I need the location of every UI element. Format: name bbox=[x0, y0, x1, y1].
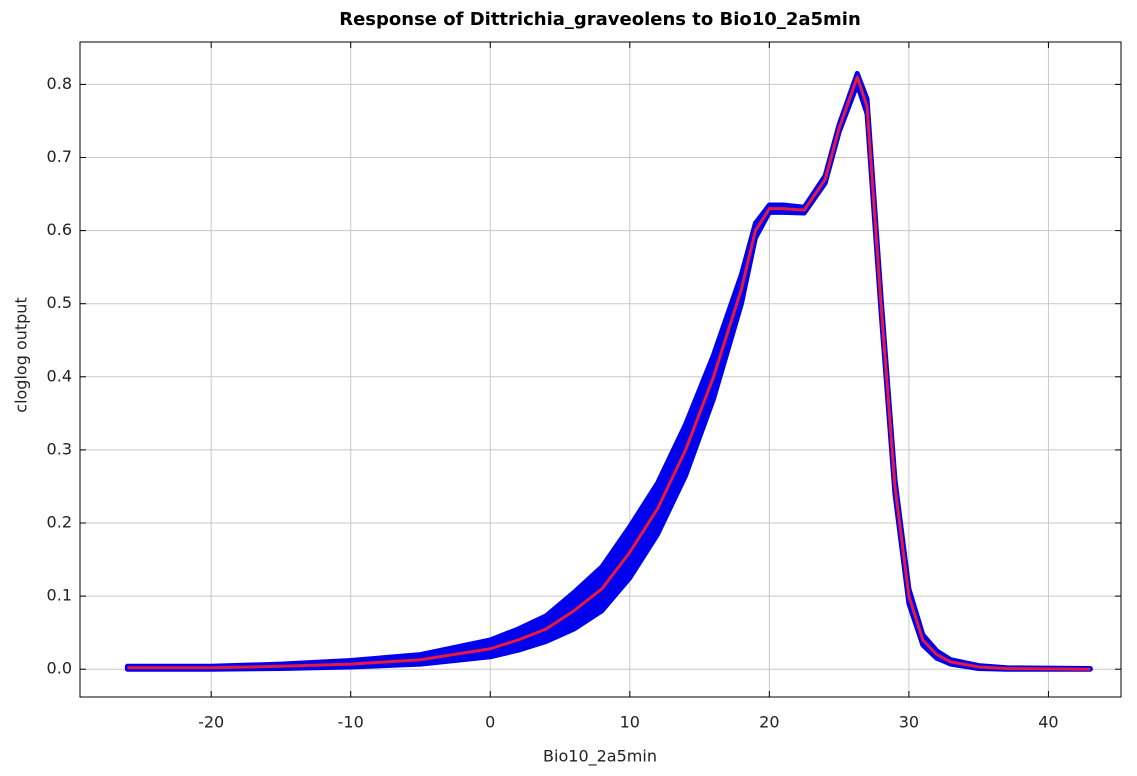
y-tick-label: 0.5 bbox=[47, 293, 72, 312]
y-tick-label: 0.6 bbox=[47, 220, 72, 239]
y-tick-label: 0.7 bbox=[47, 147, 72, 166]
x-tick-label: -20 bbox=[198, 713, 224, 732]
plot-frame bbox=[79, 41, 1122, 698]
y-tick-label: 0.1 bbox=[47, 586, 72, 605]
y-tick-label: 0.4 bbox=[47, 366, 72, 385]
y-tick-label: 0.3 bbox=[47, 439, 72, 458]
x-tick-label: 40 bbox=[1038, 713, 1058, 732]
x-tick-label: 20 bbox=[759, 713, 779, 732]
y-axis-label: cloglog output bbox=[12, 297, 31, 412]
y-tick-label: 0.8 bbox=[47, 74, 72, 93]
x-tick-label: 30 bbox=[899, 713, 919, 732]
y-tick-label: 0.0 bbox=[47, 659, 72, 678]
x-tick-label: -10 bbox=[338, 713, 364, 732]
x-tick-label: 0 bbox=[485, 713, 495, 732]
chart-title: Response of Dittrichia_graveolens to Bio… bbox=[339, 9, 861, 30]
x-tick-label: 10 bbox=[620, 713, 640, 732]
y-tick-label: 0.2 bbox=[47, 513, 72, 532]
x-axis-label: Bio10_2a5min bbox=[543, 747, 657, 767]
line-series bbox=[127, 75, 1091, 671]
